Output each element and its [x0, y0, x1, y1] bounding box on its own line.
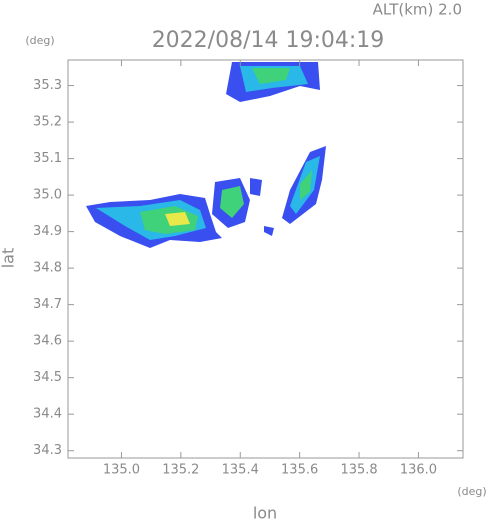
x-tick-label: 135.2: [162, 463, 199, 478]
altitude-label: ALT(km) 2.0: [373, 1, 462, 19]
y-unit: (deg): [25, 34, 54, 47]
y-tick-label: 35.2: [33, 115, 62, 130]
y-axis-label: lat: [0, 248, 18, 269]
radar-echoes: [86, 62, 326, 248]
x-tick-label: 135.0: [103, 463, 140, 478]
y-tick-label: 35.0: [33, 188, 62, 203]
y-tick-label: 34.8: [33, 261, 62, 276]
x-tick-label: 136.0: [400, 463, 437, 478]
x-unit: (deg): [457, 485, 486, 498]
x-axis-label: lon: [253, 504, 277, 521]
y-tick-label: 34.9: [33, 224, 62, 239]
x-tick-label: 135.4: [222, 463, 259, 478]
y-tick-label: 34.5: [33, 370, 62, 385]
plot-frame: [67, 59, 464, 459]
y-tick-label: 34.6: [33, 334, 62, 349]
y-tick-label: 35.3: [33, 78, 62, 93]
chart-title: 2022/08/14 19:04:19: [152, 28, 385, 53]
y-tick-label: 34.4: [33, 407, 62, 422]
y-tick-label: 35.1: [33, 151, 62, 166]
y-tick-label: 34.7: [33, 297, 62, 312]
x-tick-label: 135.8: [340, 463, 377, 478]
y-tick-label: 34.3: [33, 443, 62, 458]
x-tick-label: 135.6: [281, 463, 318, 478]
